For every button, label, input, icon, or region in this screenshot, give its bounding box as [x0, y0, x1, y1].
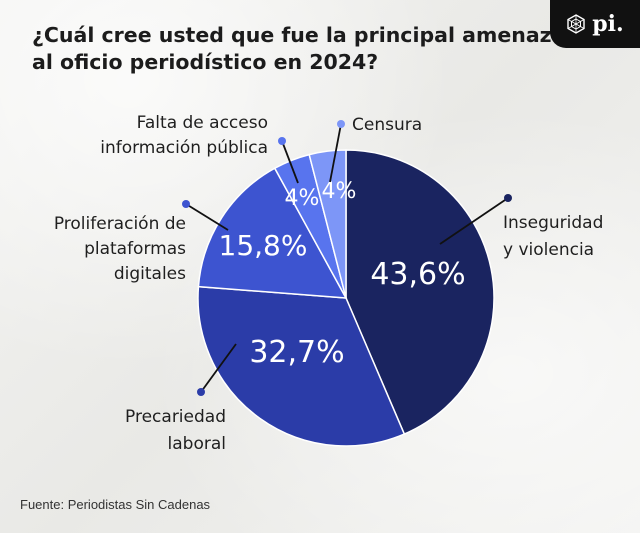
chart-title-line-1: ¿Cuál cree usted que fue la principal am… [32, 23, 566, 47]
leader-dot-inseguridad-violencia [504, 194, 512, 202]
data-label-falta-acceso-informacion: 4% [285, 186, 320, 211]
source-note: Fuente: Periodistas Sin Cadenas [20, 497, 211, 512]
brand-logo: pi. [550, 0, 640, 48]
pie-slice-censura [308, 149, 347, 299]
leader-dot-falta-acceso-informacion [278, 137, 286, 145]
data-label-precariedad-laboral: 32,7% [249, 335, 344, 370]
leader-line-inseguridad-violencia [439, 197, 509, 245]
data-label-proliferacion-plataformas: 15,8% [219, 229, 308, 262]
category-label-inseguridad-violencia: Inseguridad y violencia [503, 213, 603, 260]
pie-annotations: 43,6% Inseguridad y violencia 32,7% Precarie… [54, 113, 604, 454]
pie-slice-precariedad-laboral [197, 285, 406, 447]
category-label-precariedad-laboral: Precariedad laboral [125, 407, 226, 454]
pie-slices [197, 149, 495, 447]
category-label-proliferacion-plataformas: Proliferación de plataformas digitales [54, 214, 186, 284]
data-label-censura: 4% [322, 179, 357, 204]
leader-dot-precariedad-laboral [197, 388, 205, 396]
leader-line-falta-acceso-informacion [281, 140, 299, 184]
chart-title-line-2: al oficio periodístico en 2024? [32, 50, 379, 74]
category-label-falta-acceso-informacion: Falta de acceso información pública [100, 113, 268, 158]
hexagon-logo-icon [567, 14, 585, 34]
leader-line-censura [329, 123, 342, 183]
leader-line-proliferacion-plataformas [185, 203, 229, 231]
logo-text: pi. [592, 11, 624, 37]
data-label-inseguridad-violencia: 43,6% [370, 257, 465, 292]
chart-title: ¿Cuál cree usted que fue la principal am… [32, 22, 566, 76]
leader-line-precariedad-laboral [200, 343, 237, 393]
leader-dot-proliferacion-plataformas [182, 200, 190, 208]
pie-slice-proliferacion-plataformas [197, 167, 348, 299]
category-label-censura: Censura [352, 115, 422, 135]
pie-slice-inseguridad-violencia [345, 149, 495, 436]
leader-dot-censura [337, 120, 345, 128]
